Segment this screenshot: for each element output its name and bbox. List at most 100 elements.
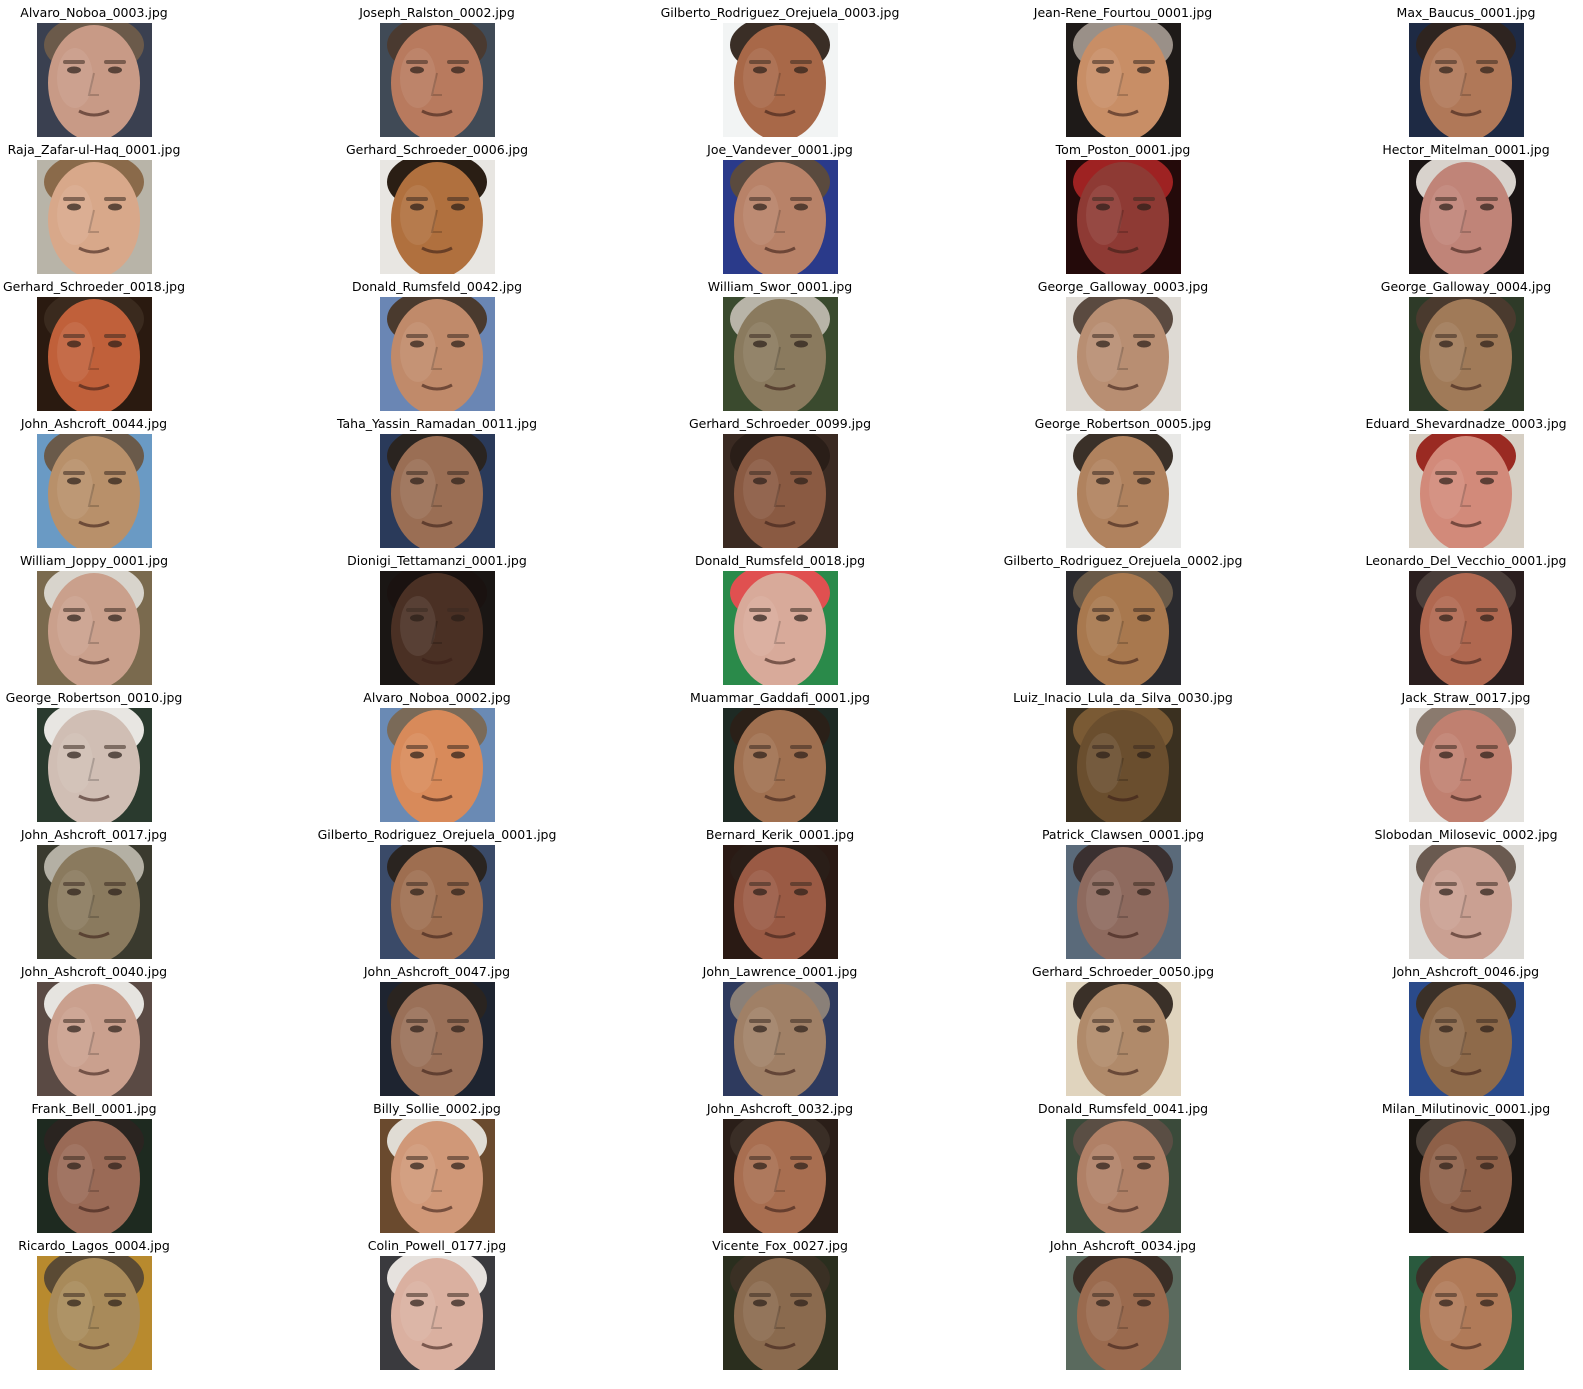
image-filename-title: John_Ashcroft_0017.jpg <box>20 827 168 842</box>
face-thumbnail <box>723 1256 838 1370</box>
face-cell: Patrick_Clawsen_0001.jpg <box>973 822 1273 959</box>
face-cell: Billy_Sollie_0002.jpg <box>287 1096 587 1233</box>
face-image <box>723 1256 838 1370</box>
face-cell: George_Robertson_0005.jpg <box>973 411 1273 548</box>
face-thumbnail <box>380 160 495 274</box>
face-thumbnail <box>1409 982 1524 1096</box>
face-image <box>1409 160 1524 274</box>
face-cell: Tom_Poston_0001.jpg <box>973 137 1273 274</box>
face-thumbnail <box>1066 845 1181 959</box>
image-filename-title: John_Ashcroft_0032.jpg <box>706 1101 854 1116</box>
face-image <box>37 571 152 685</box>
face-thumbnail <box>380 571 495 685</box>
face-cell: Alvaro_Noboa_0002.jpg <box>287 685 587 822</box>
face-image <box>1409 1119 1524 1233</box>
face-cell: Gerhard_Schroeder_0050.jpg <box>973 959 1273 1096</box>
face-thumbnail <box>37 23 152 137</box>
face-cell: Vicente_Fox_0027.jpg <box>630 1233 930 1370</box>
image-filename-title: Max_Baucus_0001.jpg <box>1396 5 1536 20</box>
face-thumbnail <box>37 1119 152 1233</box>
face-thumbnail <box>1066 297 1181 411</box>
image-filename-title: Ricardo_Lagos_0004.jpg <box>18 1238 170 1253</box>
face-thumbnail <box>380 23 495 137</box>
image-filename-title: Bernard_Kerik_0001.jpg <box>705 827 855 842</box>
face-cell: George_Galloway_0004.jpg <box>1316 274 1583 411</box>
face-image <box>1409 982 1524 1096</box>
face-image <box>1409 845 1524 959</box>
image-filename-title: Donald_Rumsfeld_0042.jpg <box>351 279 523 294</box>
face-thumbnail <box>723 1119 838 1233</box>
face-cell: Alvaro_Noboa_0003.jpg <box>0 0 244 137</box>
face-image <box>380 982 495 1096</box>
face-thumbnail <box>1409 708 1524 822</box>
face-thumbnail <box>1066 434 1181 548</box>
face-cell: Colin_Powell_0177.jpg <box>287 1233 587 1370</box>
face-thumbnail <box>723 434 838 548</box>
face-thumbnail <box>380 845 495 959</box>
image-filename-title: Hector_Mitelman_0001.jpg <box>1382 142 1550 157</box>
image-filename-title: William_Swor_0001.jpg <box>707 279 853 294</box>
image-filename-title: Gilberto_Rodriguez_Orejuela_0001.jpg <box>317 827 557 842</box>
image-filename-title: Joe_Vandever_0001.jpg <box>707 142 853 157</box>
face-image <box>380 160 495 274</box>
face-cell: Muammar_Gaddafi_0001.jpg <box>630 685 930 822</box>
face-cell: Gilberto_Rodriguez_Orejuela_0001.jpg <box>287 822 587 959</box>
face-thumbnail <box>37 297 152 411</box>
image-filename-title: John_Lawrence_0001.jpg <box>702 964 858 979</box>
face-image <box>37 297 152 411</box>
image-filename-title: Luiz_Inacio_Lula_da_Silva_0030.jpg <box>1013 690 1233 705</box>
face-image <box>37 845 152 959</box>
face-thumbnail <box>723 982 838 1096</box>
face-cell: George_Galloway_0003.jpg <box>973 274 1273 411</box>
face-cell: Eduard_Shevardnadze_0003.jpg <box>1316 411 1583 548</box>
face-image <box>723 297 838 411</box>
face-thumbnail <box>1409 297 1524 411</box>
face-thumbnail <box>37 434 152 548</box>
image-filename-title: Alvaro_Noboa_0003.jpg <box>20 5 168 20</box>
face-cell: Jack_Straw_0017.jpg <box>1316 685 1583 822</box>
face-image <box>1066 1256 1181 1370</box>
image-filename-title: Billy_Sollie_0002.jpg <box>373 1101 501 1116</box>
image-filename-title: Jean-Rene_Fourtou_0001.jpg <box>1033 5 1213 20</box>
face-image <box>1409 434 1524 548</box>
face-image <box>1066 434 1181 548</box>
image-filename-title: Slobodan_Milosevic_0002.jpg <box>1374 827 1558 842</box>
face-cell: William_Joppy_0001.jpg <box>0 548 244 685</box>
face-cell: John_Ashcroft_0032.jpg <box>630 1096 930 1233</box>
image-filename-title: John_Ashcroft_0034.jpg <box>1049 1238 1197 1253</box>
face-thumbnail <box>37 1256 152 1370</box>
image-filename-title: Gerhard_Schroeder_0006.jpg <box>345 142 529 157</box>
face-thumbnail <box>723 571 838 685</box>
face-thumbnail <box>37 982 152 1096</box>
face-image <box>723 434 838 548</box>
face-cell: George_Robertson_0010.jpg <box>0 685 244 822</box>
face-cell: Bernard_Kerik_0001.jpg <box>630 822 930 959</box>
face-image <box>37 1256 152 1370</box>
image-filename-title: Jack_Straw_0017.jpg <box>1401 690 1531 705</box>
image-filename-title: Vicente_Fox_0027.jpg <box>712 1238 848 1253</box>
face-image <box>1066 571 1181 685</box>
face-image <box>380 708 495 822</box>
face-thumbnail <box>1409 23 1524 137</box>
face-cell: Max_Baucus_0001.jpg <box>1316 0 1583 137</box>
image-filename-title: Alvaro_Noboa_0002.jpg <box>363 690 511 705</box>
face-cell: Gilberto_Rodriguez_Orejuela_0002.jpg <box>973 548 1273 685</box>
image-filename-title: George_Robertson_0010.jpg <box>5 690 183 705</box>
face-image <box>1066 160 1181 274</box>
face-image <box>723 23 838 137</box>
face-image <box>723 845 838 959</box>
face-image <box>1066 23 1181 137</box>
face-image <box>380 1256 495 1370</box>
face-image <box>37 434 152 548</box>
face-thumbnail <box>380 1119 495 1233</box>
image-filename-title: Patrick_Clawsen_0001.jpg <box>1041 827 1205 842</box>
face-thumbnail <box>1066 1256 1181 1370</box>
image-filename-title: Leonardo_Del_Vecchio_0001.jpg <box>1365 553 1567 568</box>
face-image <box>1409 571 1524 685</box>
face-image <box>37 708 152 822</box>
face-thumbnail <box>380 1256 495 1370</box>
face-thumbnail <box>1066 571 1181 685</box>
face-cell: Gerhard_Schroeder_0099.jpg <box>630 411 930 548</box>
face-cell: Slobodan_Milosevic_0002.jpg <box>1316 822 1583 959</box>
